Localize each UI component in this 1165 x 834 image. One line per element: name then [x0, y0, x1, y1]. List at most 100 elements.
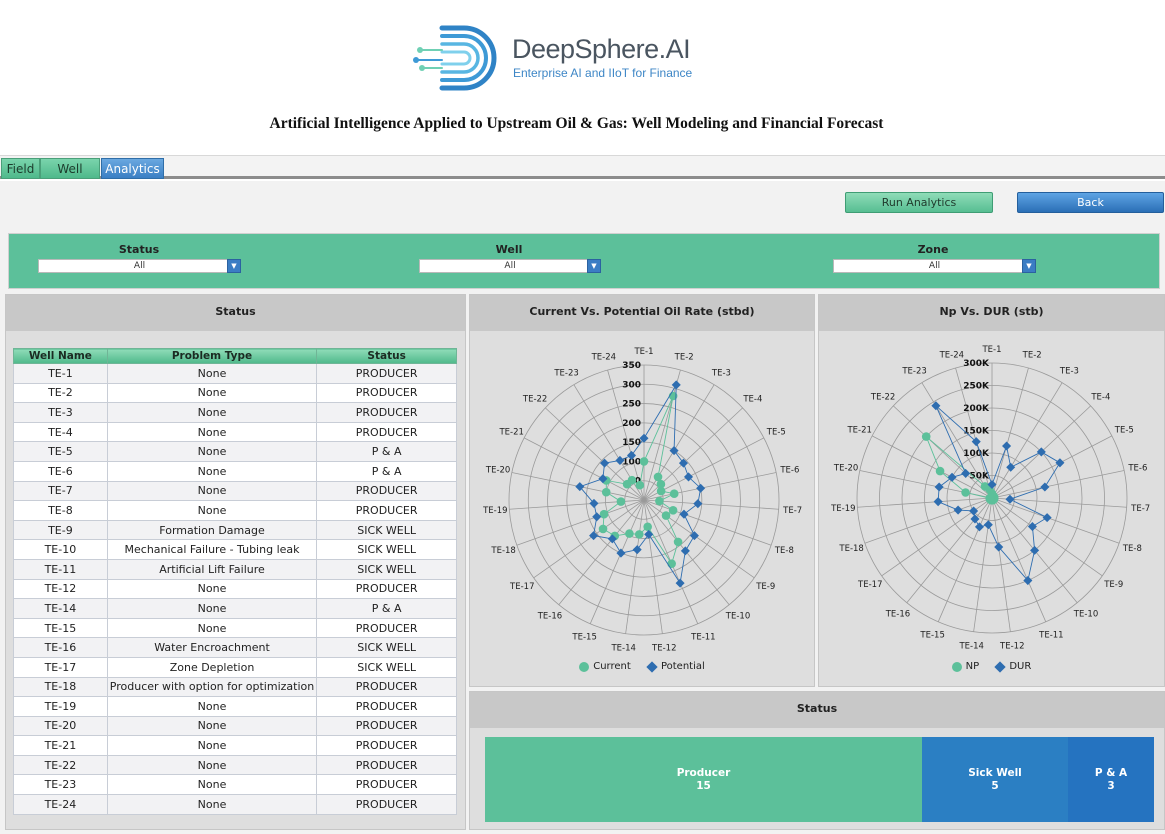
- wells-table-body: TE-1 None PRODUCER TE-2 None PRODUCER TE-3 None…: [13, 363, 457, 815]
- table-row[interactable]: TE-4 None PRODUCER: [13, 421, 457, 443]
- data-point-potential: [589, 531, 599, 541]
- table-row[interactable]: TE-5 None P & A: [13, 441, 457, 462]
- grid-spoke: [643, 499, 755, 579]
- table-row[interactable]: TE-9 Formation Damage SICK WELL: [13, 519, 457, 541]
- legend-potential-label[interactable]: Potential: [660, 661, 705, 672]
- table-row[interactable]: TE-6 None P & A: [13, 460, 457, 482]
- filter-status-value: All: [133, 261, 146, 271]
- data-point-current: [625, 529, 634, 538]
- treemap-cell-p-and-a[interactable]: P & A 3: [1068, 737, 1154, 822]
- table-row[interactable]: TE-2 None PRODUCER: [13, 382, 457, 404]
- data-point-potential: [671, 380, 681, 390]
- back-button[interactable]: Back: [1017, 192, 1164, 213]
- table-row[interactable]: TE-14 None P & A: [13, 598, 457, 619]
- category-label: TE-12: [999, 642, 1024, 652]
- table-row[interactable]: TE-24 None PRODUCER: [13, 794, 457, 815]
- category-label: TE-5: [1114, 425, 1134, 435]
- chevron-down-icon[interactable]: ▼: [587, 259, 601, 273]
- data-point-dur: [961, 468, 971, 478]
- treemap-cell-sick-well[interactable]: Sick Well 5: [922, 737, 1068, 822]
- table-row[interactable]: TE-17 Zone Depletion SICK WELL: [13, 656, 457, 678]
- tab-field[interactable]: Field: [1, 158, 40, 179]
- table-row[interactable]: TE-7 None PRODUCER: [13, 480, 457, 502]
- category-label: TE-22: [522, 394, 547, 404]
- data-point-dur: [934, 482, 944, 492]
- legend-np-label[interactable]: NP: [965, 661, 980, 672]
- status-panel-title: Status: [6, 295, 465, 331]
- table-row[interactable]: TE-23 None PRODUCER: [13, 774, 457, 796]
- tick-label: 350: [622, 361, 641, 371]
- category-label: TE-2: [1022, 351, 1042, 361]
- chevron-down-icon[interactable]: ▼: [227, 259, 241, 273]
- category-label: TE-23: [901, 367, 926, 377]
- well-name-cell: TE-18: [13, 676, 108, 698]
- tab-analytics[interactable]: Analytics: [101, 158, 164, 179]
- grid-spoke: [643, 384, 715, 501]
- deepsphere-logo-icon: [413, 25, 497, 91]
- legend-current-label[interactable]: Current: [593, 661, 631, 672]
- problem-type-cell: Zone Depletion: [106, 656, 318, 678]
- well-name-cell: TE-5: [13, 441, 108, 462]
- data-point-potential: [696, 483, 706, 493]
- table-row[interactable]: TE-19 None PRODUCER: [13, 696, 457, 717]
- problem-type-cell: None: [106, 421, 318, 443]
- well-name-cell: TE-6: [13, 460, 108, 482]
- table-row[interactable]: TE-20 None PRODUCER: [13, 715, 457, 737]
- legend-dur-label[interactable]: DUR: [1009, 661, 1032, 672]
- data-point-dur: [953, 505, 963, 515]
- filter-well-value: All: [504, 261, 516, 271]
- grid-spoke: [643, 472, 777, 501]
- run-analytics-button[interactable]: Run Analytics: [845, 192, 993, 213]
- grid-spoke: [973, 497, 993, 632]
- oil-rate-legend: Current Potential: [470, 660, 814, 673]
- status-cell: PRODUCER: [316, 480, 457, 502]
- legend-current-marker: [579, 661, 590, 672]
- table-row[interactable]: TE-22 None PRODUCER: [13, 754, 457, 776]
- data-point-current: [635, 480, 645, 490]
- data-point-dur: [1006, 462, 1016, 472]
- oil-rate-radar-chart: TE-1 TE-2 TE-3 TE-4 TE-5 TE-6 TE-7 TE-8 TE-9 TE-1…: [482, 347, 802, 654]
- category-label: TE-6: [1127, 464, 1147, 474]
- data-point-potential: [675, 578, 685, 588]
- table-row[interactable]: TE-18 Producer with option for optimizati…: [13, 676, 457, 698]
- col-header-problem-type: Problem Type: [106, 348, 318, 364]
- well-name-cell: TE-16: [13, 637, 108, 658]
- category-label: TE-6: [779, 466, 799, 476]
- brand-name: DeepSphere.AI: [512, 34, 691, 64]
- table-row[interactable]: TE-16 Water Encroachment SICK WELL: [13, 637, 457, 658]
- col-header-well-name: Well Name: [13, 348, 108, 364]
- table-row[interactable]: TE-1 None PRODUCER: [13, 363, 457, 384]
- problem-type-cell: None: [106, 754, 318, 776]
- filter-status-select[interactable]: All ▼: [38, 259, 241, 273]
- chevron-down-icon[interactable]: ▼: [1022, 259, 1036, 273]
- treemap-cell-producer[interactable]: Producer 15: [485, 737, 922, 822]
- filter-zone-value: All: [928, 261, 941, 271]
- treemap-sick-well-value: 5: [991, 779, 999, 792]
- table-row[interactable]: TE-11 Artificial Lift Failure SICK WELL: [13, 558, 457, 580]
- grid-spoke: [893, 405, 993, 499]
- page-title: Artificial Intelligence Applied to Upstr…: [269, 115, 884, 132]
- category-label: TE-22: [870, 392, 895, 402]
- table-row[interactable]: TE-8 None PRODUCER: [13, 500, 457, 521]
- grid-spoke: [857, 497, 993, 508]
- category-label: TE-18: [490, 546, 515, 556]
- filter-zone-select[interactable]: All ▼: [833, 259, 1036, 273]
- status-cell: PRODUCER: [316, 794, 457, 815]
- category-label: TE-10: [725, 612, 750, 622]
- problem-type-cell: None: [106, 617, 318, 639]
- table-row[interactable]: TE-12 None PRODUCER: [13, 578, 457, 600]
- filter-well-select[interactable]: All ▼: [419, 259, 601, 273]
- category-label: TE-21: [498, 427, 523, 437]
- table-row[interactable]: TE-21 None PRODUCER: [13, 735, 457, 756]
- problem-type-cell: Formation Damage: [106, 519, 318, 541]
- filter-well-label: Well: [495, 243, 523, 256]
- table-row[interactable]: TE-3 None PRODUCER: [13, 402, 457, 423]
- tab-well[interactable]: Well: [40, 158, 100, 179]
- status-cell: PRODUCER: [316, 578, 457, 600]
- problem-type-cell: None: [106, 402, 318, 423]
- table-row[interactable]: TE-10 Mechanical Failure - Tubing leak SIC…: [13, 539, 457, 560]
- category-label: TE-12: [651, 644, 676, 654]
- analytics-content: Run Analytics Back Status All ▼ Well All…: [0, 181, 1165, 834]
- table-row[interactable]: TE-15 None PRODUCER: [13, 617, 457, 639]
- well-name-cell: TE-8: [13, 500, 108, 521]
